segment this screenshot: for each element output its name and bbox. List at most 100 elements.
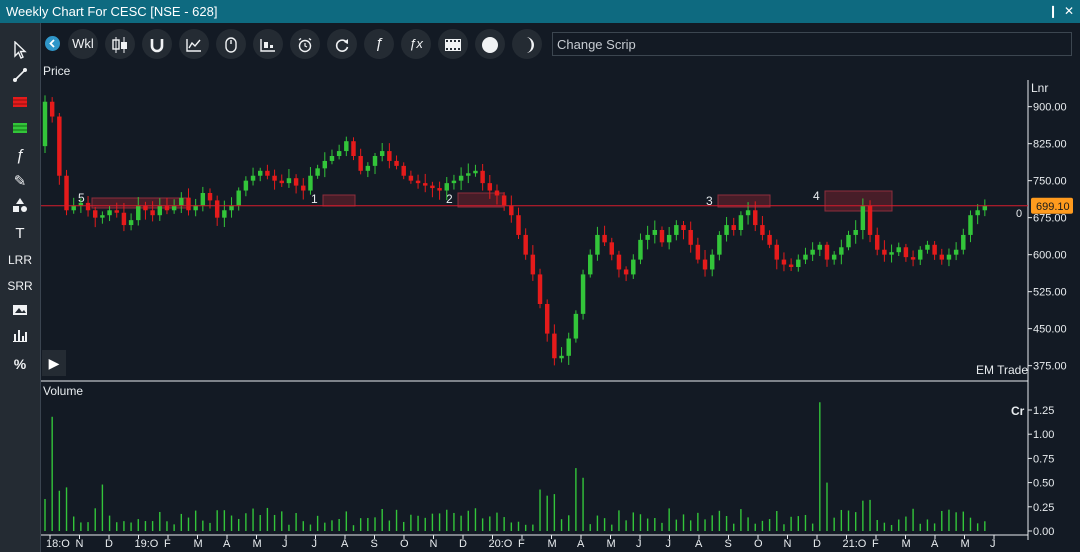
candle-body xyxy=(365,165,371,171)
bar-stats-icon[interactable] xyxy=(6,327,34,349)
price-panel-label: Price xyxy=(43,64,71,78)
time-tick-label: M xyxy=(548,538,557,550)
time-tick-label: S xyxy=(725,538,732,550)
time-tick-label: O xyxy=(754,538,763,550)
candle-body xyxy=(760,225,765,235)
candle-body xyxy=(753,210,758,226)
formula-icon[interactable]: ƒ xyxy=(364,29,394,59)
close-icon[interactable]: ✕ xyxy=(1064,4,1075,18)
film-icon[interactable] xyxy=(438,29,468,59)
time-tick-label: F xyxy=(872,538,879,550)
supply-zone xyxy=(91,197,191,209)
candle-body xyxy=(674,225,679,235)
candle-body xyxy=(430,185,435,189)
time-tick-label: A xyxy=(931,538,939,550)
candle-body xyxy=(874,234,880,250)
candle-body xyxy=(580,274,586,314)
magnet-icon[interactable] xyxy=(142,29,172,59)
candle-body xyxy=(702,259,708,270)
candle-body xyxy=(559,355,564,359)
formula-x-icon[interactable]: ƒx xyxy=(401,29,431,59)
candle-body xyxy=(745,210,751,216)
candle-body xyxy=(401,165,406,176)
alarm-icon[interactable] xyxy=(290,29,320,59)
candle-body xyxy=(552,333,557,359)
candle-body xyxy=(379,151,385,156)
time-tick-label: F xyxy=(518,538,525,550)
refresh-icon[interactable] xyxy=(327,29,357,59)
time-tick-label: 18:O xyxy=(46,538,70,550)
image-icon[interactable] xyxy=(6,301,34,323)
price-tick-label: 600.00 xyxy=(1033,250,1067,262)
volume-scale-label: Cr xyxy=(1011,404,1025,418)
candle-body xyxy=(415,180,421,184)
candle-body xyxy=(487,183,493,191)
time-tick-label: A xyxy=(695,538,703,550)
pointer-icon[interactable] xyxy=(6,40,34,63)
price-tick-label: 900.00 xyxy=(1033,102,1067,114)
green-zone-icon[interactable] xyxy=(6,119,34,141)
zone-label: 3 xyxy=(706,194,713,208)
fibonacci-icon[interactable]: ƒ xyxy=(15,147,25,164)
pin-icon[interactable]: ❙ xyxy=(1048,4,1059,18)
srr-tool[interactable]: SRR xyxy=(7,279,33,293)
lrr-tool[interactable]: LRR xyxy=(7,253,32,267)
candle-body xyxy=(480,170,485,184)
time-tick-label: A xyxy=(223,538,231,550)
back-icon[interactable] xyxy=(45,36,60,51)
volume-tick-label: 1.25 xyxy=(1033,405,1054,417)
time-tick-label: N xyxy=(430,538,438,550)
candle-body xyxy=(982,205,988,211)
candle-body xyxy=(49,101,55,117)
red-zone-icon[interactable] xyxy=(6,93,34,115)
text-tool-icon[interactable]: T xyxy=(15,225,25,242)
candle-body xyxy=(358,156,363,171)
candle-body xyxy=(688,230,693,245)
candle-body xyxy=(523,234,528,255)
candle-body xyxy=(831,254,837,260)
candle-body xyxy=(136,205,141,221)
shapes-icon[interactable] xyxy=(6,197,34,219)
candle-body xyxy=(509,205,514,216)
candle-body xyxy=(143,205,148,211)
price-tick-label: 450.00 xyxy=(1033,324,1067,336)
candle-body xyxy=(157,205,163,216)
candle-body xyxy=(846,234,851,248)
zone-label: 5 xyxy=(78,191,85,205)
candle-body xyxy=(595,234,600,255)
candle-body xyxy=(767,234,772,245)
change-scrip-input[interactable]: Change Scrip xyxy=(552,32,1072,56)
trendline-icon[interactable] xyxy=(6,67,34,89)
candle-type-icon[interactable] xyxy=(105,29,135,59)
moon-icon[interactable] xyxy=(512,29,542,59)
mouse-icon[interactable] xyxy=(216,29,246,59)
play-icon[interactable]: ▶ xyxy=(42,350,66,376)
study-icon[interactable] xyxy=(253,29,283,59)
candle-body xyxy=(889,252,894,255)
candle-body xyxy=(953,249,959,255)
candle-body xyxy=(272,175,277,181)
period-button[interactable]: Wkl xyxy=(68,29,98,59)
candle-body xyxy=(351,141,356,156)
candle-body xyxy=(286,178,292,184)
candle-body xyxy=(437,188,442,191)
time-tick-label: 19:O xyxy=(135,538,159,550)
candle-body xyxy=(322,160,328,169)
candle-body xyxy=(602,234,607,243)
time-tick-label: J xyxy=(666,538,672,550)
candle-body xyxy=(42,101,48,147)
drawing-toolbar: ƒ ✎ T LRR SRR % xyxy=(0,23,41,552)
candle-body xyxy=(100,215,105,218)
candle-body xyxy=(85,202,91,211)
percent-icon[interactable]: % xyxy=(13,356,27,372)
circle-icon[interactable] xyxy=(475,29,505,59)
candle-body xyxy=(128,220,134,226)
brush-icon[interactable]: ✎ xyxy=(13,173,27,190)
candle-body xyxy=(265,170,270,176)
candle-body xyxy=(200,193,206,206)
candle-body xyxy=(695,244,701,260)
candle-body xyxy=(544,304,550,334)
indicator-chart-icon[interactable] xyxy=(179,29,209,59)
price-tick-label: 525.00 xyxy=(1033,287,1067,299)
